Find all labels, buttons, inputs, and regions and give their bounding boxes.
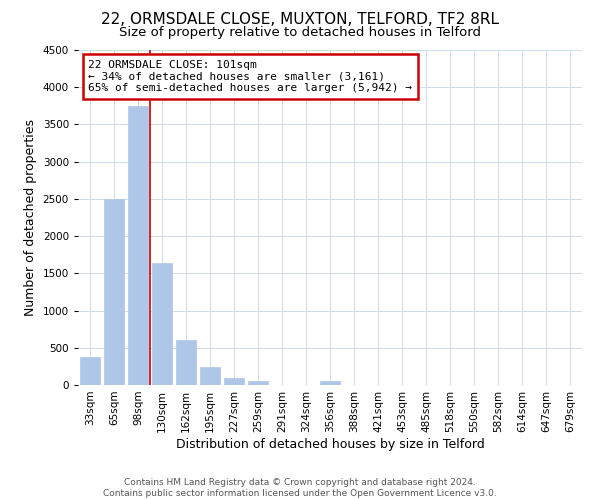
- Y-axis label: Number of detached properties: Number of detached properties: [24, 119, 37, 316]
- Text: 22, ORMSDALE CLOSE, MUXTON, TELFORD, TF2 8RL: 22, ORMSDALE CLOSE, MUXTON, TELFORD, TF2…: [101, 12, 499, 28]
- X-axis label: Distribution of detached houses by size in Telford: Distribution of detached houses by size …: [176, 438, 484, 450]
- Bar: [128, 106, 148, 385]
- Bar: [224, 378, 244, 385]
- Bar: [200, 367, 220, 385]
- Text: 22 ORMSDALE CLOSE: 101sqm
← 34% of detached houses are smaller (3,161)
65% of se: 22 ORMSDALE CLOSE: 101sqm ← 34% of detac…: [88, 60, 412, 93]
- Bar: [80, 356, 100, 385]
- Bar: [152, 263, 172, 385]
- Bar: [104, 199, 124, 385]
- Bar: [248, 380, 268, 385]
- Text: Contains HM Land Registry data © Crown copyright and database right 2024.
Contai: Contains HM Land Registry data © Crown c…: [103, 478, 497, 498]
- Bar: [320, 382, 340, 385]
- Bar: [176, 340, 196, 385]
- Text: Size of property relative to detached houses in Telford: Size of property relative to detached ho…: [119, 26, 481, 39]
